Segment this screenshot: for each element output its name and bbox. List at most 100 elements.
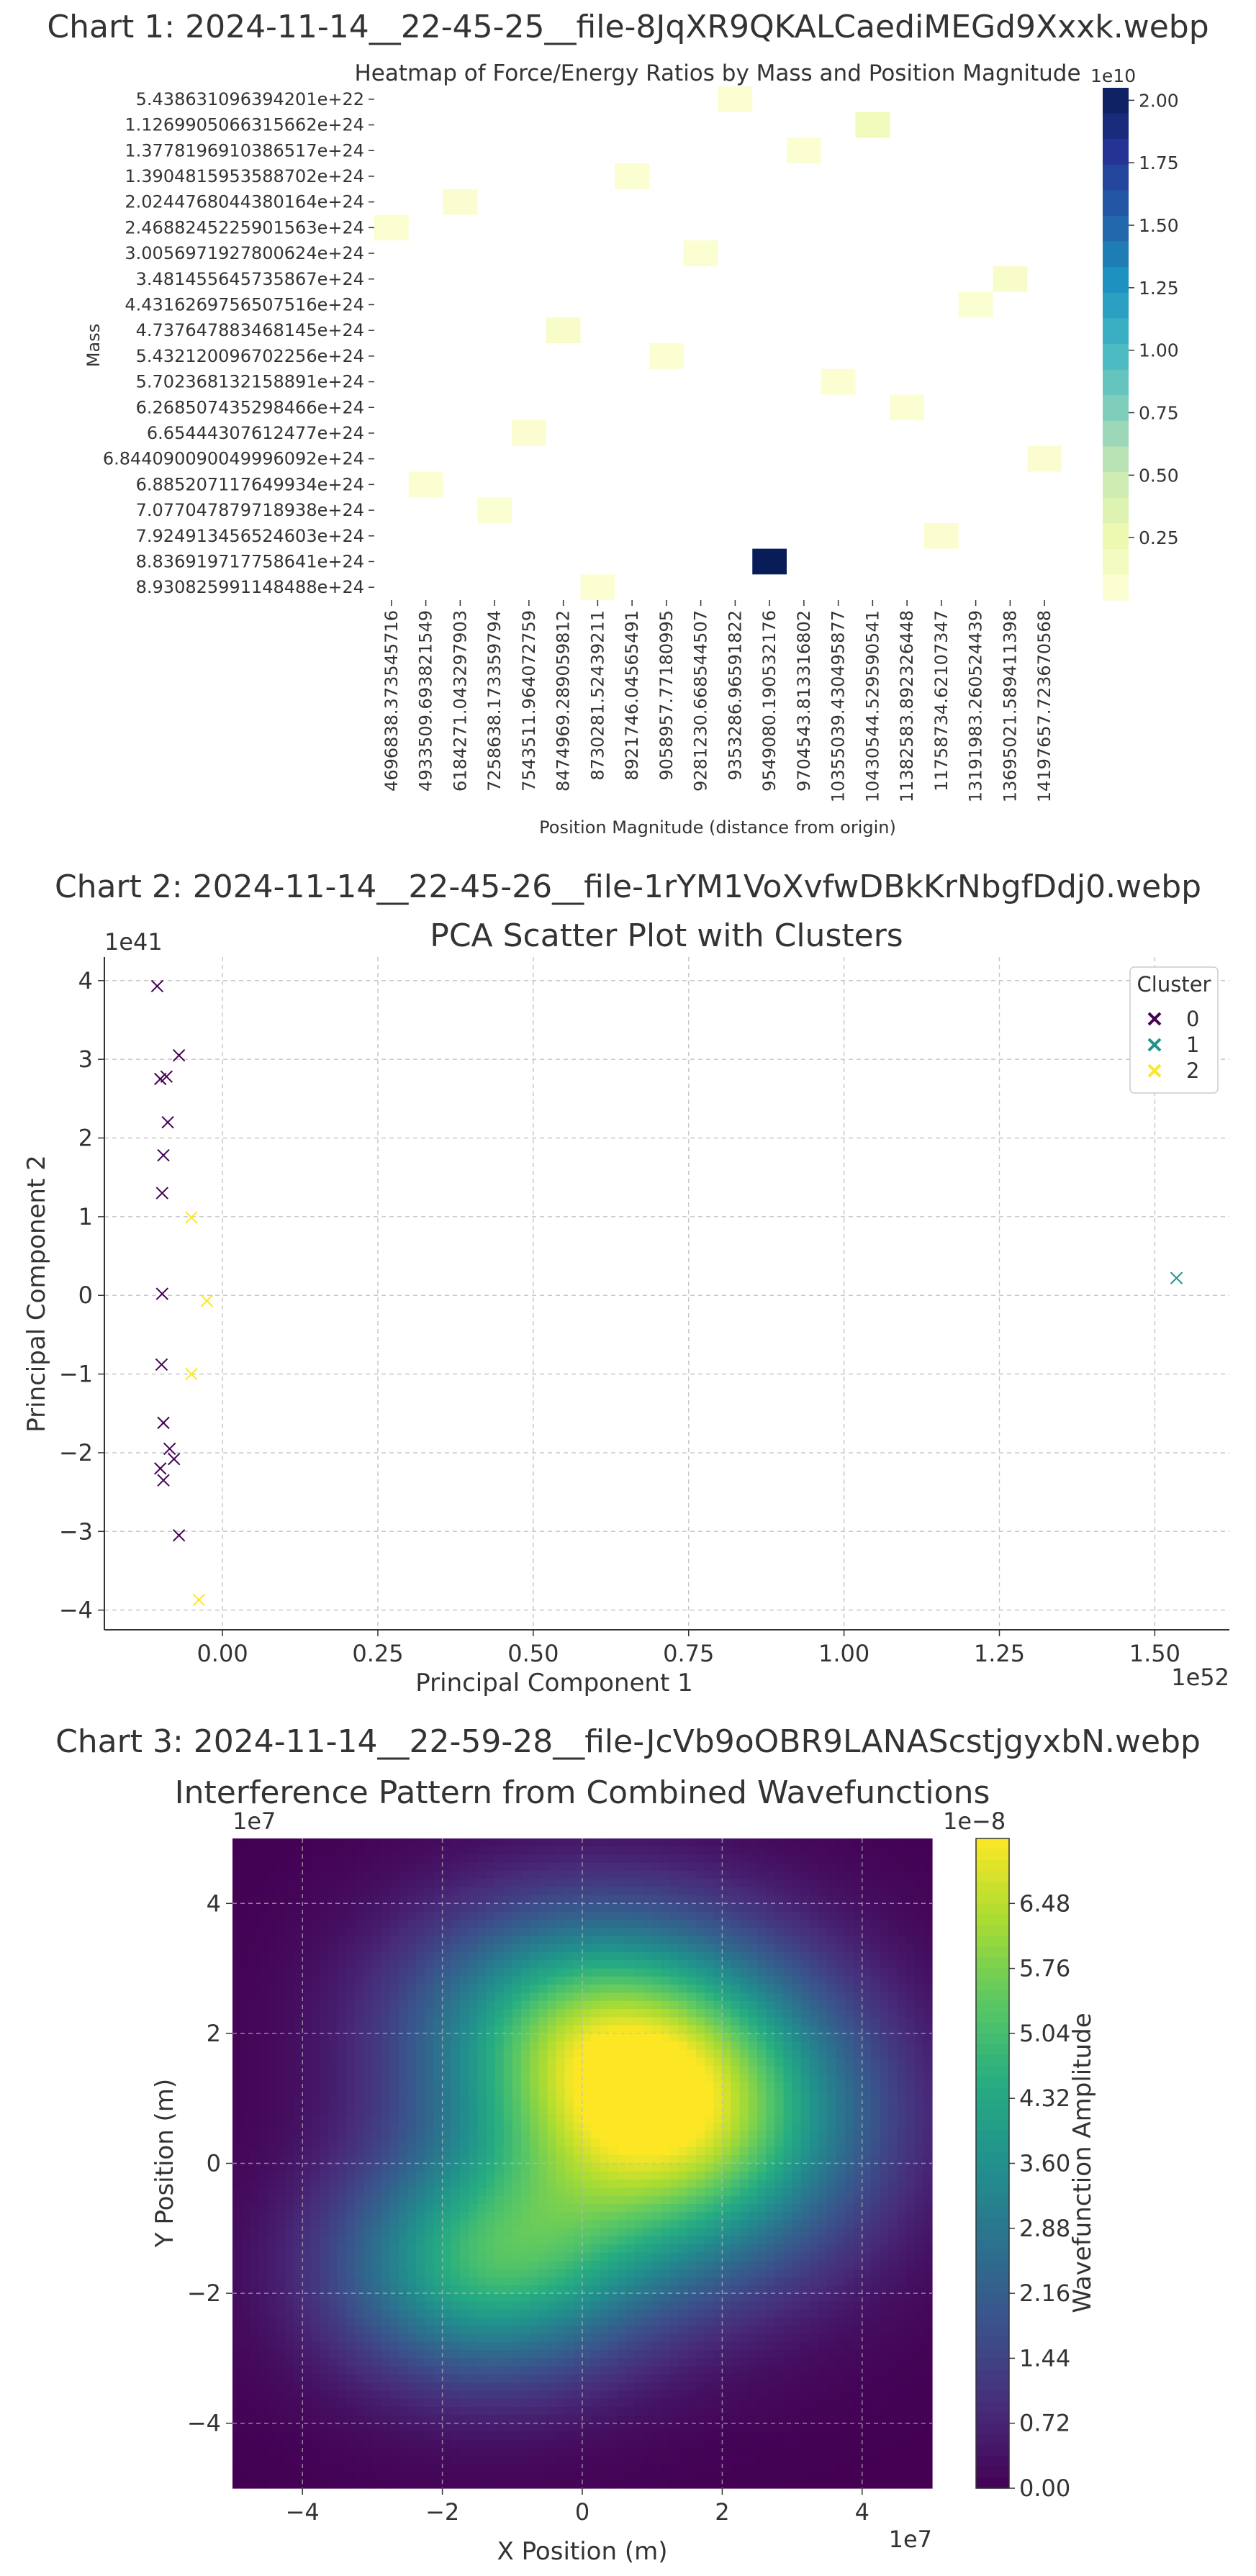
heatmap-cell: [355, 2203, 364, 2213]
heatmap-cell: [258, 2212, 268, 2221]
heatmap-cell: [643, 2212, 653, 2221]
heatmap-cell: [652, 1960, 661, 1969]
heatmap-cell: [425, 1911, 435, 1920]
heatmap-cell: [625, 1887, 636, 1896]
heatmap-cell: [923, 1952, 933, 1961]
heatmap-cell: [678, 2123, 688, 2131]
heatmap-cell: [783, 2180, 793, 2188]
heatmap-cell: [705, 1895, 714, 1904]
heatmap-cell: [372, 2106, 382, 2115]
heatmap-cell: [695, 2228, 705, 2237]
heatmap-cell: [888, 2252, 898, 2262]
heatmap-cell: [503, 2301, 513, 2310]
heatmap-cell: [634, 2131, 644, 2140]
heatmap-cell: [232, 2009, 242, 2018]
heatmap-cell: [381, 1976, 391, 1985]
heatmap-cell: [844, 1992, 854, 2002]
heatmap-cell: [503, 2277, 513, 2286]
heatmap-cell: [615, 163, 649, 189]
heatmap-cell: [477, 2155, 487, 2164]
heatmap-cell: [530, 1936, 539, 1945]
heatmap-cell: [372, 1895, 382, 1904]
heatmap-cell: [739, 2114, 749, 2123]
heatmap-cell: [520, 2139, 530, 2148]
heatmap-cell: [433, 2009, 443, 2018]
heatmap-cell: [914, 2074, 924, 2083]
heatmap-cell: [783, 2000, 793, 2010]
heatmap-cell: [905, 2025, 916, 2034]
heatmap-cell: [731, 2114, 741, 2123]
heatmap-cell: [827, 2220, 836, 2229]
heatmap-cell: [573, 2155, 583, 2164]
heatmap-cell: [512, 1944, 522, 1953]
heatmap-cell: [608, 2269, 618, 2278]
scatter-point: [172, 1048, 186, 1062]
heatmap-cell: [722, 2252, 732, 2262]
heatmap-cell: [748, 2252, 758, 2262]
heatmap-cell: [818, 2074, 828, 2083]
heatmap-cell: [739, 2260, 749, 2269]
heatmap-cell: [643, 1985, 653, 1994]
heatmap-cell: [512, 2082, 522, 2091]
heatmap-cell: [818, 2146, 828, 2156]
heatmap-cell: [678, 2187, 688, 2197]
heatmap-cell: [389, 2131, 399, 2140]
heatmap-cell: [284, 1854, 294, 1864]
heatmap-cell: [486, 2236, 496, 2245]
heatmap-cell: [276, 1903, 286, 1913]
heatmap-cell: [582, 2220, 592, 2229]
heatmap-cell: [669, 2090, 679, 2099]
heatmap-cell: [905, 1960, 916, 1969]
heatmap-cell: [608, 2163, 618, 2172]
heatmap-cell: [258, 2090, 268, 2099]
heatmap-cell: [451, 2123, 461, 2131]
heatmap-cell: [880, 2285, 889, 2294]
heatmap-cell: [880, 2180, 889, 2188]
heatmap-cell: [713, 2074, 723, 2083]
heatmap-cell: [276, 2203, 286, 2213]
heatmap-cell: [328, 2309, 338, 2318]
heatmap-cell: [923, 1936, 933, 1945]
heatmap-cell: [284, 2057, 294, 2067]
heatmap-cell: [451, 2260, 461, 2269]
heatmap-cell: [389, 2260, 399, 2269]
heatmap-cell: [625, 1976, 636, 1985]
heatmap-cell: [678, 2212, 688, 2221]
heatmap-cell: [363, 1985, 373, 1994]
heatmap-cell: [678, 1919, 688, 1928]
heatmap-cell: [556, 1879, 566, 1888]
heatmap-cell: [398, 2123, 408, 2131]
heatmap-cell: [827, 2123, 836, 2131]
heatmap-cell: [634, 2301, 644, 2310]
heatmap-cell: [792, 2106, 802, 2115]
heatmap-cell: [722, 2155, 732, 2164]
heatmap-cell: [530, 2017, 539, 2026]
heatmap-cell: [328, 2033, 338, 2042]
heatmap-cell: [337, 2098, 347, 2108]
heatmap-cell: [250, 2301, 260, 2310]
heatmap-cell: [512, 2155, 522, 2164]
heatmap-cell: [608, 1862, 618, 1872]
heatmap-cell: [792, 2009, 802, 2018]
heatmap-cell: [827, 2082, 836, 2091]
heatmap-cell: [512, 1895, 522, 1904]
scatter-point: [154, 1462, 167, 1475]
heatmap-cell: [355, 2025, 364, 2034]
heatmap-cell: [311, 2146, 321, 2156]
heatmap-cell: [757, 2155, 767, 2164]
heatmap-cell: [258, 1919, 268, 1928]
heatmap-cell: [582, 2212, 592, 2221]
heatmap-cell: [241, 1944, 250, 1953]
heatmap-cell: [547, 2009, 557, 2018]
heatmap-cell: [783, 2146, 793, 2156]
heatmap-cell: [661, 2252, 671, 2262]
heatmap-cell: [443, 189, 478, 215]
heatmap-cell: [232, 1992, 242, 2002]
heatmap-cell: [355, 2260, 364, 2269]
heatmap-cell: [486, 2106, 496, 2115]
heatmap-cell: [582, 2228, 592, 2237]
heatmap-cell: [451, 2146, 461, 2156]
heatmap-cell: [905, 1985, 916, 1994]
heatmap-cell: [800, 2082, 810, 2091]
heatmap-cell: [608, 1895, 618, 1904]
